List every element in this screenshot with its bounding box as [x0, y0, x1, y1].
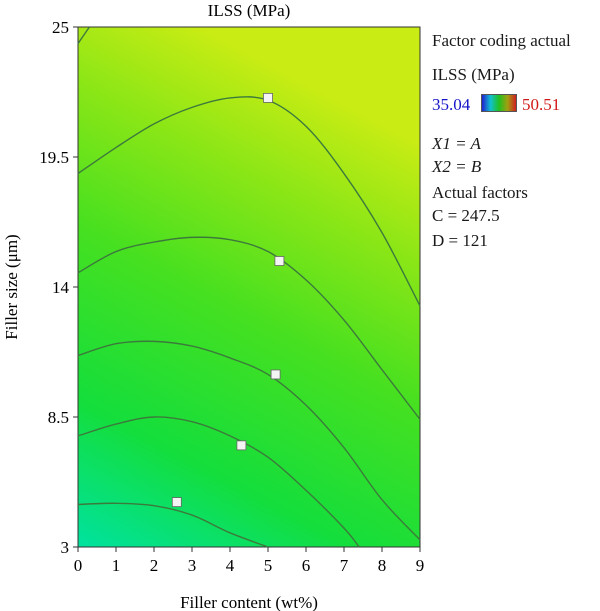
x-tick-label: 9: [416, 556, 425, 575]
contour-lines: [77, 26, 421, 548]
y-tick-label: 3: [61, 538, 70, 557]
x-tick-label: 1: [112, 556, 121, 575]
contour-label-box-2: [236, 440, 247, 451]
contour-label-box-1: [171, 497, 182, 507]
y-axis: 3 8.5 14 19.5 25: [39, 18, 78, 557]
x-tick-label: 2: [150, 556, 159, 575]
factor-c-value: C = 247.5: [432, 206, 500, 225]
x-tick-label: 0: [74, 556, 83, 575]
colorbar-max-label: 50.51: [522, 95, 561, 114]
contour-line-1: [77, 502, 269, 548]
factor-d-value: D = 121: [432, 231, 488, 250]
plot-area: [77, 26, 421, 548]
x2-mapping: X2 = B: [432, 157, 482, 176]
x-tick-label: 4: [226, 556, 235, 575]
x-tick-label: 8: [378, 556, 387, 575]
contour-line-6: [77, 26, 90, 44]
y-axis-label: Filler size (μm): [2, 234, 21, 339]
colorbar-min-label: 35.04: [432, 95, 471, 114]
actual-factors-header: Actual factors: [432, 183, 528, 202]
y-tick-label: 19.5: [39, 148, 69, 167]
contour-label-box-5: [263, 93, 273, 103]
x-tick-label: 6: [302, 556, 311, 575]
contour-line-4: [77, 236, 421, 420]
response-label: ILSS (MPa): [432, 65, 515, 84]
contour-label-box-4: [274, 256, 285, 266]
y-tick-label: 25: [52, 18, 69, 37]
y-tick-label: 14: [52, 278, 70, 297]
contour-label-box-3: [270, 369, 281, 380]
contour-line-3: [77, 340, 421, 541]
x1-mapping: X1 = A: [432, 134, 481, 153]
y-tick-label: 8.5: [48, 408, 69, 427]
contour-line-2: [77, 416, 360, 548]
contour-line-5: [77, 96, 421, 307]
x-tick-label: 5: [264, 556, 273, 575]
x-axis-label: Filler content (wt%): [180, 593, 318, 611]
x-axis: 0 1 2 3 4 5 6 7 8 9: [74, 547, 425, 575]
factor-coding-label: Factor coding actual: [432, 31, 571, 50]
x-tick-label: 7: [340, 556, 349, 575]
colorbar: [481, 94, 517, 112]
chart-title: ILSS (MPa): [208, 1, 291, 20]
x-tick-label: 3: [188, 556, 197, 575]
